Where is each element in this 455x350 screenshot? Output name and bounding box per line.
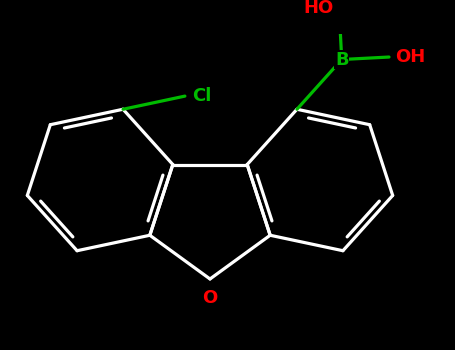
Text: Cl: Cl (192, 87, 211, 105)
Text: O: O (202, 289, 217, 308)
Text: OH: OH (395, 48, 425, 66)
Text: HO: HO (303, 0, 333, 17)
Text: B: B (335, 50, 349, 69)
